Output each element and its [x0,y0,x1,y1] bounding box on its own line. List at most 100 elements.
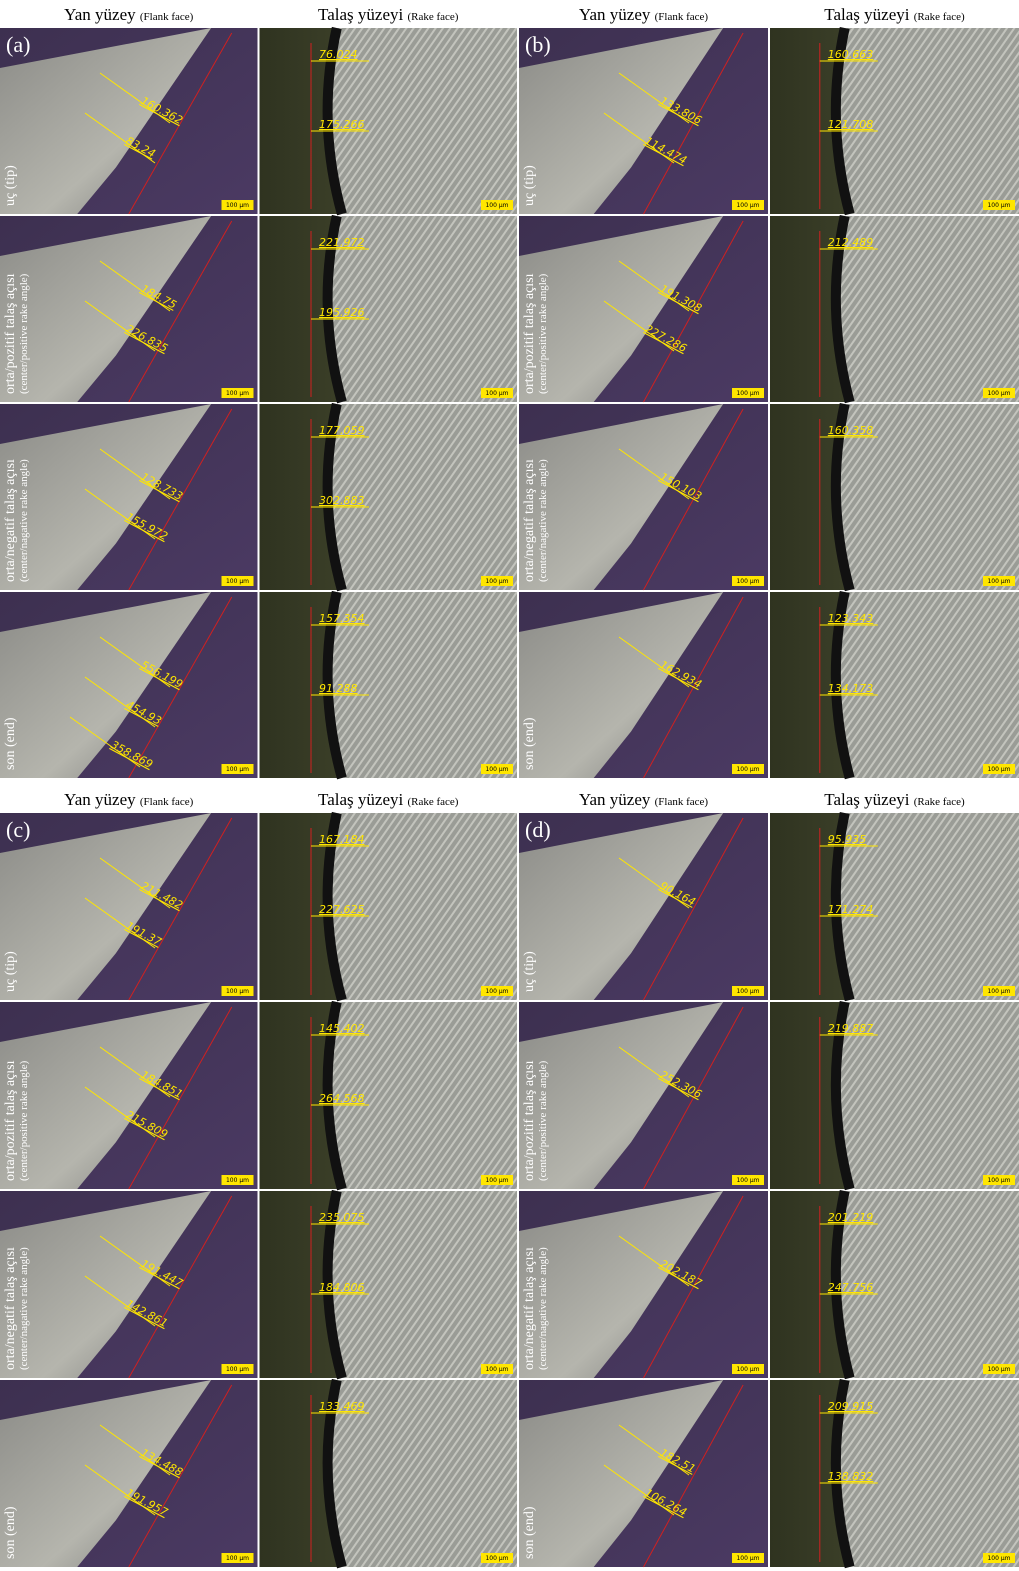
row-label-main: orta/pozitif talaş açısı [522,273,537,394]
column-header: Yan yüzey (Flank face) [64,5,193,24]
header-sub: (Flank face) [140,796,194,808]
scale-bar-label: 100 µm [736,1555,759,1562]
scale-bar-label: 100 µm [736,578,759,585]
row-label-main: son (end) [3,1506,18,1559]
scale-bar-label: 100 µm [226,988,249,995]
measurement: 160.663 [828,48,874,61]
measurement: 133.469 [319,1400,365,1413]
scale-bar-label: 100 µm [226,202,249,209]
measurement: 123.343 [828,612,874,625]
measurement: 219.887 [828,1022,874,1035]
row-label: uç (tip) [522,951,537,992]
panel-label: (c) [6,817,30,842]
scale-bar-label: 100 µm [226,1366,249,1373]
row-label: orta/negatif talaş açısı(center/nagative… [522,1247,549,1370]
column-header: Talaş yüzeyi (Rake face) [824,790,965,809]
row-label: son (end) [522,717,537,770]
column-header: Talaş yüzeyi (Rake face) [824,5,965,24]
row-label-main: orta/pozitif talaş açısı [522,1060,537,1181]
header-main: Yan yüzey [64,790,136,809]
scale-bar-label: 100 µm [987,1555,1010,1562]
row-label: orta/pozitif talaş açısı(center/positive… [522,1060,549,1181]
row-label: orta/pozitif talaş açısı(center/positive… [522,273,549,394]
row-label-sub: (center/nagative rake angle) [18,459,30,582]
row-label-main: uç (tip) [3,951,18,992]
scale-bar-label: 100 µm [736,1366,759,1373]
measurement: 212.489 [828,236,874,249]
header-sub: (Flank face) [655,796,709,808]
row-label: son (end) [3,717,18,770]
row-label: orta/pozitif talaş açısı(center/positive… [3,1060,30,1181]
figure: Yan yüzey (Flank face) Talaş yüzeyi (Rake… [0,0,1019,1571]
scale-bar-label: 100 µm [987,988,1010,995]
measurement: 160.358 [828,424,874,437]
header-main: Talaş yüzeyi [824,5,909,24]
row-label-main: orta/negatif talaş açısı [3,1247,18,1370]
scale-bar-label: 100 µm [226,1177,249,1184]
column-header: Talaş yüzeyi (Rake face) [318,790,459,809]
measurement: 167.184 [319,833,365,846]
row-label-sub: (center/nagative rake angle) [537,1247,549,1370]
panel-label: (a) [6,32,30,57]
scale-bar-label: 100 µm [987,1366,1010,1373]
measurement: 264.568 [319,1092,365,1105]
scale-bar-label: 100 µm [987,578,1010,585]
row-label: orta/negatif talaş açısı(center/nagative… [3,1247,30,1370]
row-label-main: son (end) [522,1506,537,1559]
measurement: 209.915 [828,1400,874,1413]
header-main: Talaş yüzeyi [318,790,403,809]
scale-bar-label: 100 µm [485,202,508,209]
column-header: Yan yüzey (Flank face) [64,790,193,809]
scale-bar-label: 100 µm [485,390,508,397]
header-sub: (Rake face) [407,796,458,808]
row-label: orta/pozitif talaş açısı(center/positive… [3,273,30,394]
measurement: 302.883 [319,494,365,507]
measurement: 134.173 [828,682,874,695]
row-label-sub: (center/positive rake angle) [537,1060,549,1181]
row-label: uç (tip) [3,165,18,206]
scale-bar-label: 100 µm [736,390,759,397]
measurement: 184.806 [319,1281,365,1294]
row-label: orta/negatif talaş açısı(center/nagative… [522,459,549,582]
row-label: orta/negatif talaş açısı(center/nagative… [3,459,30,582]
row-label: uç (tip) [522,165,537,206]
column-header: Yan yüzey (Flank face) [579,5,708,24]
row-label-main: orta/pozitif talaş açısı [3,1060,18,1181]
scale-bar-label: 100 µm [736,202,759,209]
measurement: 177.059 [319,424,365,437]
header-main: Yan yüzey [64,5,136,24]
header-main: Talaş yüzeyi [824,790,909,809]
row-label-main: uç (tip) [522,951,537,992]
row-label-sub: (center/nagative rake angle) [18,1247,30,1370]
header-main: Yan yüzey [579,5,651,24]
measurement: 171.274 [828,903,874,916]
scale-bar-label: 100 µm [485,1555,508,1562]
scale-bar-label: 100 µm [226,766,249,773]
scale-bar-label: 100 µm [226,1555,249,1562]
row-label-main: uç (tip) [522,165,537,206]
header-sub: (Flank face) [655,11,709,23]
panel-label: (d) [525,817,551,842]
scale-bar-label: 100 µm [485,1366,508,1373]
measurement: 95.935 [828,833,867,846]
row-label-sub: (center/nagative rake angle) [537,459,549,582]
measurement: 195.926 [319,306,365,319]
measurement: 221.972 [319,236,365,249]
header-sub: (Rake face) [914,11,965,23]
scale-bar-label: 100 µm [987,1177,1010,1184]
row-label-sub: (center/positive rake angle) [537,273,549,394]
scale-bar-label: 100 µm [987,766,1010,773]
scale-bar-label: 100 µm [226,390,249,397]
measurement: 121.708 [828,118,874,131]
scale-bar-label: 100 µm [485,988,508,995]
row-label: son (end) [522,1506,537,1559]
row-label-main: orta/negatif talaş açısı [522,1247,537,1370]
measurement: 157.354 [319,612,365,625]
row-label-main: uç (tip) [3,165,18,206]
scale-bar-label: 100 µm [987,390,1010,397]
row-label-sub: (center/positive rake angle) [18,1060,30,1181]
header-main: Talaş yüzeyi [318,5,403,24]
header-main: Yan yüzey [579,790,651,809]
measurement: 138.832 [828,1470,874,1483]
scale-bar-label: 100 µm [485,766,508,773]
